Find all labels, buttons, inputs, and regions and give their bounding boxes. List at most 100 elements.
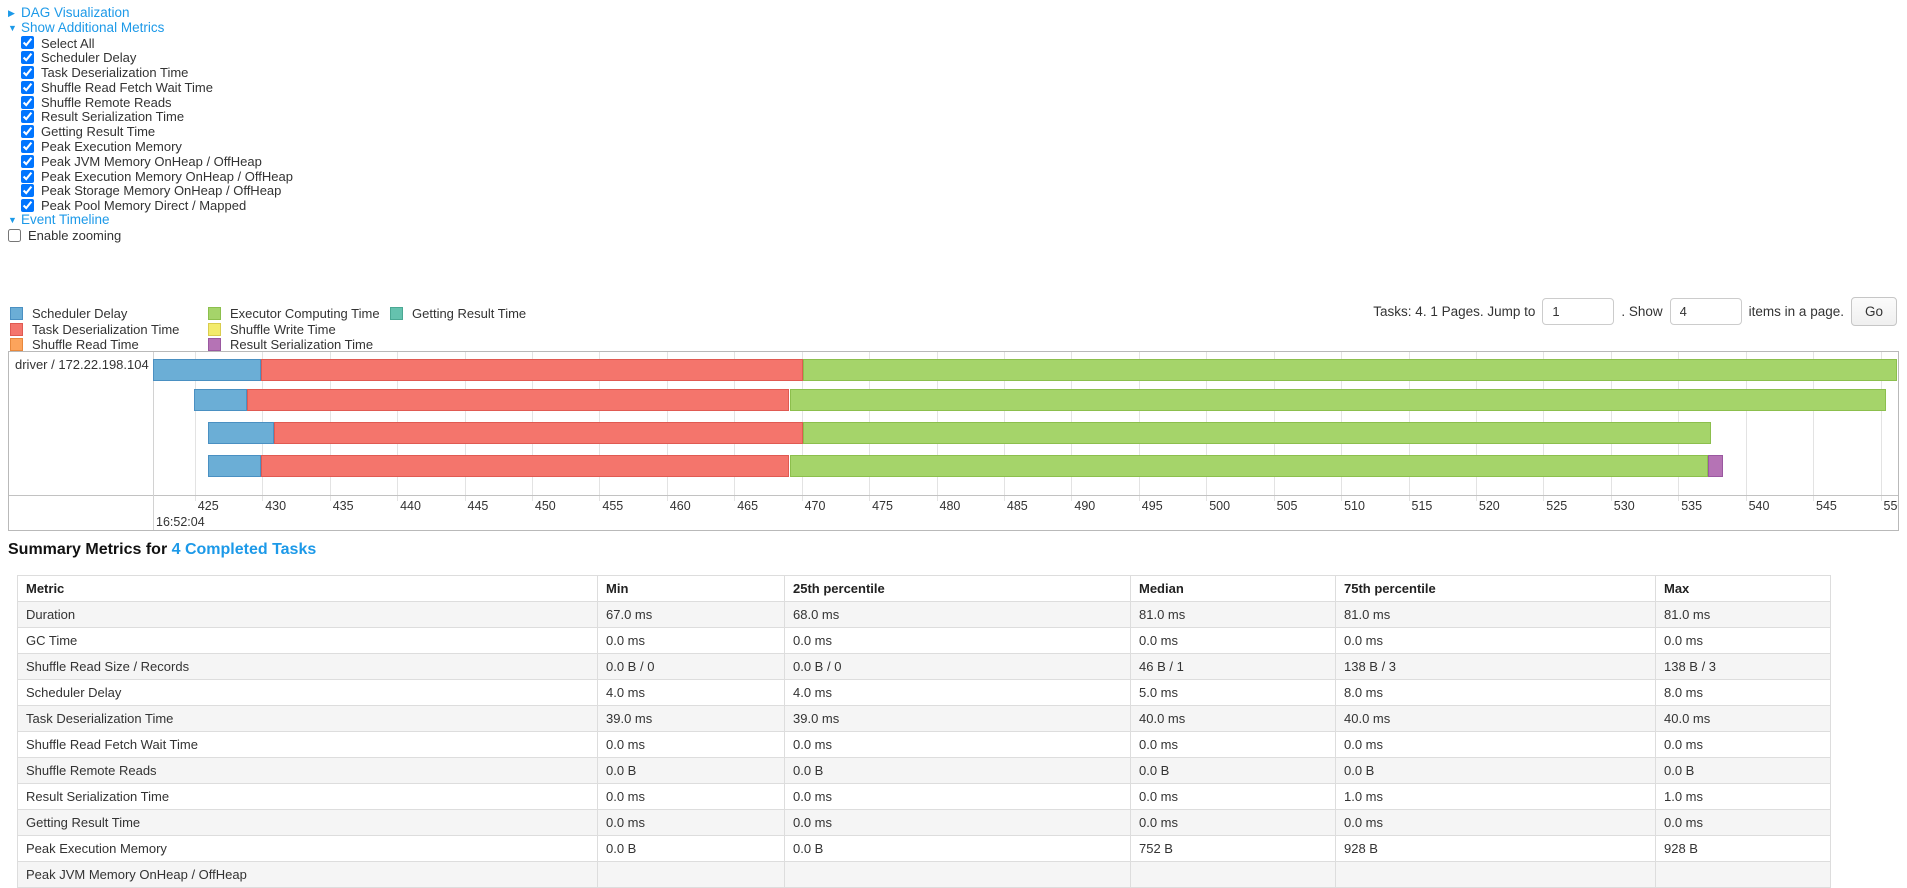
task-bar-segment-task-deserialization[interactable]	[260, 359, 803, 381]
axis-time-label: 16:52:04	[156, 515, 205, 529]
metric-value-cell: 39.0 ms	[784, 705, 1131, 732]
axis-tick-label: 545	[1816, 499, 1837, 513]
metric-checkbox-label: Shuffle Read Fetch Wait Time	[41, 79, 213, 95]
task-bar-segment-scheduler-delay[interactable]	[153, 359, 261, 381]
items-per-page-input[interactable]	[1669, 298, 1742, 325]
metric-name-cell: Duration	[17, 601, 598, 628]
metric-value-cell: 40.0 ms	[1335, 705, 1656, 732]
enable-zooming-checkbox[interactable]	[8, 228, 21, 242]
metric-value-cell: 0.0 ms	[1130, 783, 1336, 810]
task-bar-segment-scheduler-delay[interactable]	[208, 455, 261, 477]
axis-tick-label: 540	[1748, 499, 1770, 513]
expanded-arrow-icon: ▼	[8, 22, 17, 33]
table-row: Result Serialization Time 0.0 ms 0.0 ms 0.0…	[17, 783, 1831, 810]
task-bar-segment-executor-computing[interactable]	[789, 389, 1886, 411]
table-column-header: Metric	[17, 575, 598, 602]
metric-checkbox-item: Peak Storage Memory OnHeap / OffHeap	[21, 183, 293, 199]
task-bar-segment-result-serialization[interactable]	[1707, 455, 1723, 477]
metric-checkbox-label: Peak Storage Memory OnHeap / OffHeap	[41, 183, 282, 199]
task-bar-segment-task-deserialization[interactable]	[274, 422, 803, 444]
metric-checkbox-label: Task Deserialization Time	[41, 65, 189, 81]
metric-name-cell: Scheduler Delay	[17, 679, 598, 706]
task-bar-segment-scheduler-delay[interactable]	[193, 389, 248, 411]
metric-value-cell: 0.0 ms	[1335, 731, 1656, 758]
scheduler-delay-swatch	[10, 307, 23, 321]
axis-tick-label: 505	[1276, 499, 1298, 513]
metric-checkbox-item: Select All	[21, 36, 293, 51]
metric-checkbox[interactable]	[21, 169, 34, 183]
tasks-count-text: Tasks: 4. 1 Pages. Jump to	[1373, 304, 1536, 319]
jump-to-page-input[interactable]	[1542, 298, 1615, 325]
axis-tick-label: 500	[1209, 499, 1231, 513]
metric-checkbox[interactable]	[21, 125, 34, 139]
show-text: . Show	[1621, 304, 1663, 319]
metric-checkbox[interactable]	[21, 36, 34, 50]
metric-value-cell: 39.0 ms	[597, 705, 785, 732]
table-row: Getting Result Time 0.0 ms 0.0 ms 0.0 ms 0.0…	[17, 809, 1831, 836]
table-row: Shuffle Remote Reads 0.0 B 0.0 B 0.0 B 0.0 B…	[17, 757, 1831, 784]
metric-checkbox[interactable]	[21, 66, 34, 80]
metric-checkbox-label: Select All	[41, 35, 95, 51]
legend-label: Task Deserialization Time	[32, 321, 180, 337]
axis-tick-label: 535	[1681, 499, 1703, 513]
task-bar-segment-task-deserialization[interactable]	[260, 455, 790, 477]
metric-name-cell: Shuffle Remote Reads	[17, 757, 598, 784]
task-bar-segment-executor-computing[interactable]	[789, 455, 1708, 477]
legend-label: Getting Result Time	[412, 306, 527, 322]
metric-value-cell: 1.0 ms	[1655, 783, 1831, 810]
metric-value-cell: 0.0 B	[784, 757, 1131, 784]
task-deserialization-swatch	[10, 322, 23, 336]
metric-checkbox-item: Scheduler Delay	[21, 50, 293, 65]
task-bar-segment-executor-computing[interactable]	[803, 359, 1897, 381]
metric-checkbox[interactable]	[21, 95, 34, 109]
axis-tick-label: 455	[602, 499, 624, 513]
metric-checkbox[interactable]	[21, 184, 34, 198]
spark-stage-page: { "toggles": { "dag": { "label": "DAG Vi…	[8, 5, 1899, 888]
metric-checkbox[interactable]	[21, 80, 34, 94]
table-column-header: 25th percentile	[784, 575, 1131, 602]
table-row: Duration 67.0 ms 68.0 ms 81.0 ms 81.0 ms 81.0…	[17, 601, 1831, 628]
metric-checkbox[interactable]	[21, 51, 34, 65]
axis-tick-label: 460	[669, 499, 691, 513]
metric-checkbox[interactable]	[21, 110, 34, 124]
event-timeline-label: Event Timeline	[21, 212, 110, 228]
dag-visualization-toggle[interactable]: ▶ DAG Visualization	[8, 5, 293, 21]
metric-value-cell: 40.0 ms	[1655, 705, 1831, 732]
go-button[interactable]: Go	[1850, 297, 1897, 326]
table-row: Task Deserialization Time 39.0 ms 39.0 ms 4…	[17, 705, 1831, 732]
metric-value-cell: 0.0 ms	[1335, 809, 1656, 836]
completed-tasks-link[interactable]: 4 Completed Tasks	[171, 541, 317, 558]
task-bar-segment-task-deserialization[interactable]	[247, 389, 790, 411]
metric-value-cell: 0.0 B	[1655, 757, 1831, 784]
event-timeline-toggle[interactable]: ▼ Event Timeline	[8, 212, 293, 228]
metric-checkbox-label: Peak Execution Memory OnHeap / OffHeap	[41, 168, 293, 184]
metric-checkbox[interactable]	[21, 140, 34, 154]
show-additional-metrics-toggle[interactable]: ▼ Show Additional Metrics	[8, 20, 293, 36]
axis-tick-label: 470	[804, 499, 826, 513]
expanded-arrow-icon: ▼	[8, 215, 17, 226]
metric-name-cell: Task Deserialization Time	[17, 705, 598, 732]
legend-label: Shuffle Read Time	[32, 337, 139, 353]
axis-tick-label: 475	[872, 499, 893, 513]
legend-label: Executor Computing Time	[230, 306, 380, 322]
axis-tick-label: 480	[939, 499, 961, 513]
metric-value-cell: 8.0 ms	[1335, 679, 1656, 706]
legend-label: Result Serialization Time	[230, 337, 374, 353]
metric-value-cell: 0.0 B	[784, 835, 1131, 862]
metric-value-cell: 0.0 B	[597, 757, 785, 784]
axis-tick-label: 425	[197, 499, 219, 513]
metric-checkbox-item: Getting Result Time	[21, 124, 293, 139]
metric-checkbox-label: Shuffle Remote Reads	[41, 94, 172, 110]
metric-checkbox[interactable]	[21, 199, 34, 213]
axis-gridline	[1813, 352, 1814, 501]
task-bar-segment-scheduler-delay[interactable]	[208, 422, 275, 444]
legend-item: Scheduler Delay	[10, 306, 208, 322]
collapsed-arrow-icon: ▶	[8, 8, 15, 18]
metric-value-cell: 0.0 ms	[1335, 627, 1656, 654]
metric-checkbox[interactable]	[21, 154, 34, 168]
task-bar-segment-executor-computing[interactable]	[803, 422, 1711, 444]
axis-gridline	[1880, 352, 1882, 501]
event-timeline-chart[interactable]: 425 430 435 440 445 450 455 460 465 470 475 480 485 4…	[8, 351, 1899, 531]
table-row: Scheduler Delay 4.0 ms 4.0 ms 5.0 ms 8.0 ms 8…	[17, 679, 1831, 706]
table-column-header: Median	[1130, 575, 1336, 602]
